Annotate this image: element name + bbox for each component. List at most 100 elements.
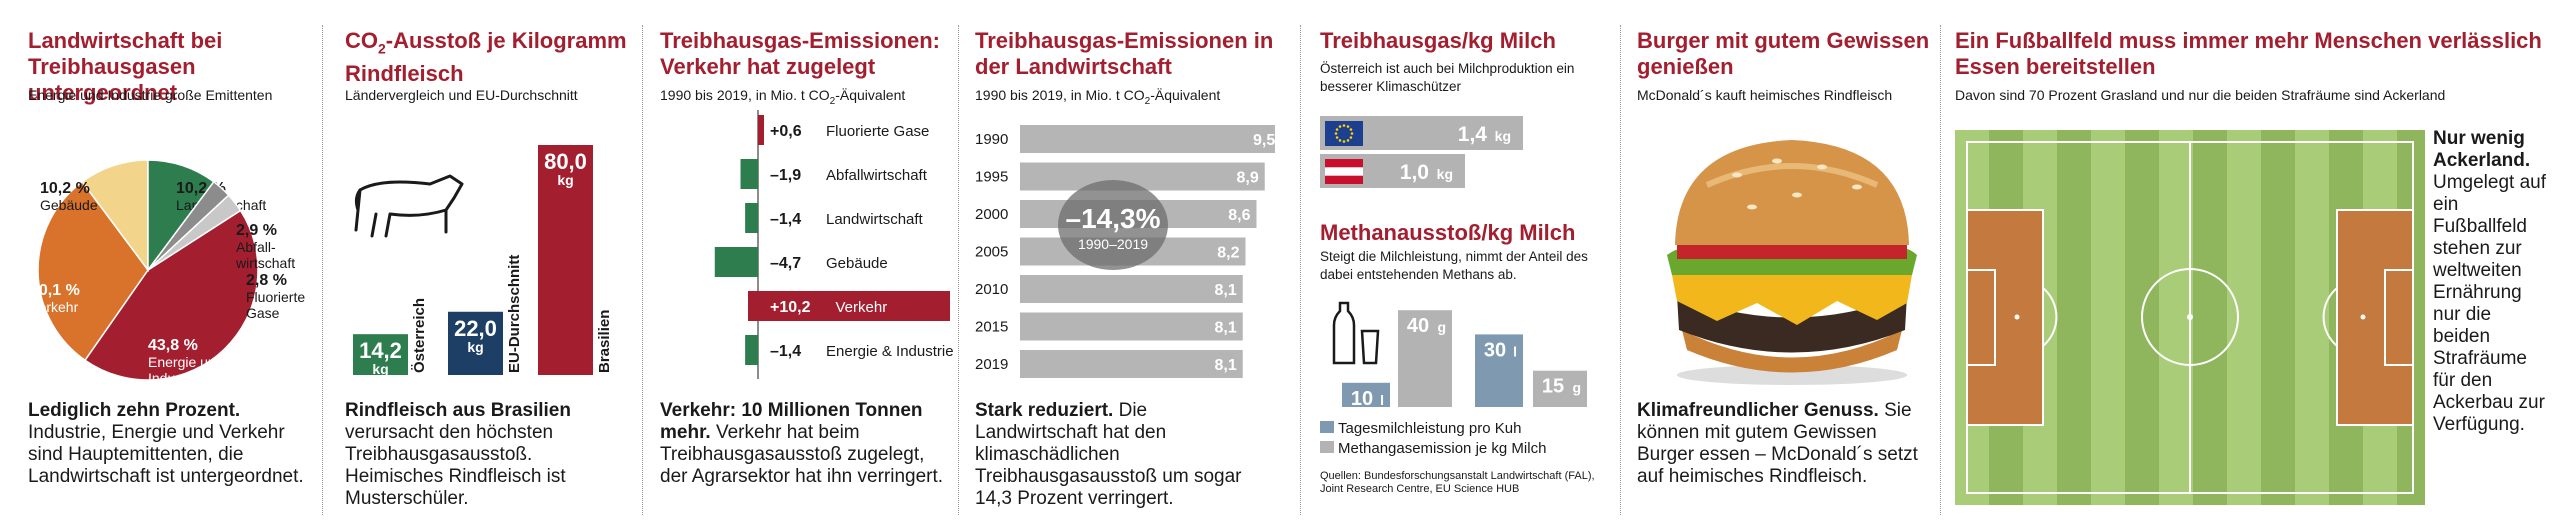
- burger-bottom-bun: [1682, 330, 1902, 373]
- title-part: CO: [345, 28, 378, 53]
- panel-subtitle: Ländervergleich und EU-Durchschnitt: [345, 87, 578, 103]
- sector-bar-value: –1,9: [770, 167, 801, 184]
- sector-bar: [745, 335, 758, 365]
- pie-category-label: Industrie: [148, 370, 202, 386]
- penalty-area-right: [2336, 209, 2414, 426]
- panel-milk: Treibhausgas/kg Milch Österreich ist auc…: [1320, 0, 1620, 523]
- agri-bar-value: 9,5: [1253, 132, 1275, 149]
- agri-bar-year: 2010: [975, 281, 1008, 298]
- subtitle-subscript: 2: [829, 95, 836, 107]
- agri-bar-year: 2000: [975, 206, 1008, 223]
- penalty-arc-right: [2322, 287, 2338, 347]
- beef-bar: [538, 145, 593, 375]
- pie-value-label: 43,8 %: [148, 337, 198, 354]
- separator: [1300, 25, 1301, 515]
- sector-bar-value: –4,7: [770, 255, 801, 272]
- panel-emitters: Landwirtschaft bei Treibhausgasen unterg…: [28, 0, 328, 523]
- beef-bar-unit: kg: [557, 172, 573, 188]
- caption-bold: Verkehr: 10 Millionen Tonnen mehr.: [660, 400, 923, 443]
- center-spot: [2187, 314, 2193, 320]
- pie-category-label: Energie und: [148, 354, 224, 370]
- separator: [1940, 25, 1941, 515]
- flag-star: [1342, 124, 1346, 127]
- separator: [642, 25, 643, 515]
- penalty-spot-left: [2014, 314, 2020, 320]
- legend-label: Methangasemission je kg Milch: [1338, 440, 1547, 457]
- sesame-seed: [1772, 158, 1782, 164]
- milk-bar-unit: l: [1513, 343, 1517, 359]
- sector-bar-category: Landwirtschaft: [826, 211, 924, 228]
- legend-milk: Tagesmilchleistung pro Kuh: [1320, 420, 1521, 437]
- legend-methane: Methangasemission je kg Milch: [1320, 440, 1546, 457]
- pie-category-label: Verkehr: [30, 299, 79, 315]
- panel-title-2: Methanausstoß/kg Milch: [1320, 220, 1576, 245]
- sector-bar: [758, 115, 764, 145]
- panel-title: Treibhausgas-Emissionen: Verkehr hat zug…: [660, 28, 940, 79]
- beef-bar: [353, 334, 408, 375]
- beef-bar-category: Österreich: [411, 298, 428, 373]
- burger-cheese: [1672, 275, 1912, 325]
- pie-slice: [81, 159, 149, 273]
- pie-category-label: Gebäude: [40, 197, 98, 213]
- bottle-outline: [1332, 301, 1356, 365]
- beef-bar-chart: 14,2kg Österreich 22,0kg EU-Durchschnitt80,…: [353, 145, 613, 377]
- separator: [1620, 25, 1621, 515]
- panel-caption: Verkehr: 10 Millionen Tonnen mehr. Verke…: [660, 400, 950, 488]
- annotation-value: –14,3%: [1066, 203, 1161, 234]
- caption-text: Sie können mit gutem Gewissen Burger ess…: [1637, 400, 1918, 487]
- beef-bar: [448, 311, 503, 375]
- agri-bar: [1020, 162, 1265, 191]
- pie-category-label: Abfall-: [236, 239, 276, 255]
- caption-bold: Nur wenig Ackerland.: [2433, 128, 2531, 171]
- milk-bar: [1342, 382, 1390, 407]
- goal-area-right: [2384, 269, 2414, 366]
- agri-bar-value: 8,1: [1215, 282, 1237, 299]
- panel-caption: Stark reduziert. Die Landwirtschaft hat …: [975, 400, 1265, 510]
- milk-bar: [1475, 334, 1523, 407]
- agri-bar-value: 8,2: [1217, 245, 1239, 262]
- cow-outline: [354, 174, 464, 238]
- flag-star: [1350, 132, 1354, 135]
- panel-subtitle: 1990 bis 2019, in Mio. t CO2-Äquivalent: [660, 86, 960, 111]
- austria-flag-icon: [1325, 159, 1363, 184]
- sector-bar-category: Gebäude: [826, 255, 888, 272]
- flag-star: [1334, 132, 1338, 135]
- panel-title: CO2-Ausstoß je Kilogramm Rindfleisch: [345, 28, 635, 87]
- sesame-seed: [1792, 192, 1802, 198]
- caption-bold: Klimafreundlicher Genuss.: [1637, 400, 1879, 421]
- pie-slice: [147, 194, 242, 271]
- annotation-cloud: [1058, 180, 1168, 270]
- glass-outline: [1360, 329, 1380, 365]
- subtitle-part: -Äquivalent: [1150, 87, 1221, 103]
- sector-bar-category: Verkehr: [836, 299, 888, 316]
- agri-bar-value: 8,1: [1215, 357, 1237, 374]
- beef-bar-value: 14,2: [359, 338, 402, 363]
- center-circle: [2141, 268, 2239, 366]
- agri-bar: [1020, 312, 1243, 341]
- burger-illustration: [1667, 140, 1917, 385]
- pie-slice: [83, 209, 259, 381]
- caption-text: Umgelegt auf ein Fußballfeld stehen zur …: [2433, 172, 2547, 435]
- milk-ghg-unit: kg: [1495, 128, 1511, 144]
- burger-shadow: [1677, 365, 1907, 385]
- subtitle-part: 1990 bis 2019, in Mio. t CO: [975, 87, 1145, 103]
- milk-ghg-chart: 1,4 kg 1,0 kg: [1320, 116, 1523, 188]
- agri-bar-year: 2005: [975, 244, 1008, 261]
- panel-burger: Burger mit gutem Gewissen genießen McDon…: [1637, 0, 1937, 523]
- panel-title: Landwirtschaft bei Treibhausgasen unterg…: [28, 28, 223, 105]
- panel-title: Treibhausgas-Emissionen in der Landwirts…: [975, 28, 1274, 79]
- penalty-spot-right: [2360, 314, 2366, 320]
- panel-caption: Lediglich zehn Prozent. Industrie, Energ…: [28, 400, 318, 488]
- panel-subtitle: 1990 bis 2019, in Mio. t CO2-Äquivalent: [975, 86, 1275, 111]
- flag-star: [1335, 128, 1339, 131]
- methane-bar-value: 40: [1407, 315, 1429, 337]
- legend-swatch: [1320, 441, 1334, 453]
- methane-bar: [1398, 310, 1452, 407]
- beef-bar-category: EU-Durchschnitt: [506, 255, 523, 373]
- panel-subtitle-2: Steigt die Milchleistung, nimmt der Ante…: [1320, 249, 1588, 282]
- milk-bottle-icon: [1332, 301, 1380, 365]
- agri-bar: [1020, 275, 1243, 303]
- sesame-seed: [1732, 172, 1742, 178]
- flag-star: [1346, 125, 1350, 128]
- sector-bar-category: Fluorierte Gase: [826, 123, 929, 140]
